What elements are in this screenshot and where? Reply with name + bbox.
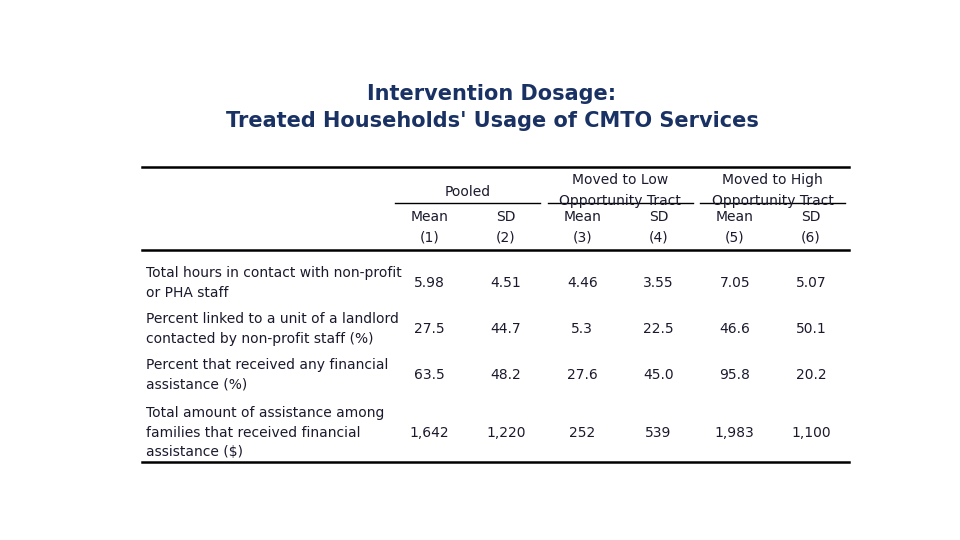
- Text: Opportunity Tract: Opportunity Tract: [712, 194, 834, 208]
- Text: 4.51: 4.51: [491, 276, 521, 290]
- Text: 1,220: 1,220: [486, 426, 526, 440]
- Text: 48.2: 48.2: [491, 368, 521, 382]
- Text: (2): (2): [496, 231, 516, 245]
- Text: Percent linked to a unit of a landlord
contacted by non-profit staff (%): Percent linked to a unit of a landlord c…: [146, 312, 399, 346]
- Text: 1,983: 1,983: [715, 426, 755, 440]
- Text: Total amount of assistance among
families that received financial
assistance ($): Total amount of assistance among familie…: [146, 406, 384, 460]
- Text: Mean: Mean: [564, 210, 601, 224]
- Text: 5.07: 5.07: [796, 276, 827, 290]
- Text: 27.5: 27.5: [415, 322, 445, 336]
- Text: 95.8: 95.8: [719, 368, 750, 382]
- Text: 252: 252: [569, 426, 595, 440]
- Text: (5): (5): [725, 231, 745, 245]
- Text: 46.6: 46.6: [719, 322, 750, 336]
- Text: 1,642: 1,642: [410, 426, 449, 440]
- Text: 22.5: 22.5: [643, 322, 674, 336]
- Text: Intervention Dosage:
Treated Households' Usage of CMTO Services: Intervention Dosage: Treated Households'…: [226, 84, 758, 131]
- Text: 4.46: 4.46: [566, 276, 597, 290]
- Text: (4): (4): [649, 231, 668, 245]
- Text: (3): (3): [572, 231, 592, 245]
- Text: (1): (1): [420, 231, 440, 245]
- Text: Moved to High: Moved to High: [723, 173, 824, 187]
- Text: 1,100: 1,100: [791, 426, 830, 440]
- Text: SD: SD: [802, 210, 821, 224]
- Text: Percent that received any financial
assistance (%): Percent that received any financial assi…: [146, 358, 389, 392]
- Text: 5.98: 5.98: [415, 276, 445, 290]
- Text: SD: SD: [496, 210, 516, 224]
- Text: Total hours in contact with non-profit
or PHA staff: Total hours in contact with non-profit o…: [146, 266, 402, 300]
- Text: 5.3: 5.3: [571, 322, 593, 336]
- Text: Opportunity Tract: Opportunity Tract: [560, 194, 682, 208]
- Text: Moved to Low: Moved to Low: [572, 173, 668, 187]
- Text: 3.55: 3.55: [643, 276, 674, 290]
- Text: 20.2: 20.2: [796, 368, 827, 382]
- Text: 45.0: 45.0: [643, 368, 674, 382]
- Text: 44.7: 44.7: [491, 322, 521, 336]
- Text: 7.05: 7.05: [719, 276, 750, 290]
- Text: 63.5: 63.5: [415, 368, 445, 382]
- Text: 539: 539: [645, 426, 672, 440]
- Text: Mean: Mean: [716, 210, 754, 224]
- Text: 27.6: 27.6: [566, 368, 597, 382]
- Text: 50.1: 50.1: [796, 322, 827, 336]
- Text: SD: SD: [649, 210, 668, 224]
- Text: Mean: Mean: [411, 210, 448, 224]
- Text: (6): (6): [801, 231, 821, 245]
- Text: Pooled: Pooled: [444, 185, 491, 199]
